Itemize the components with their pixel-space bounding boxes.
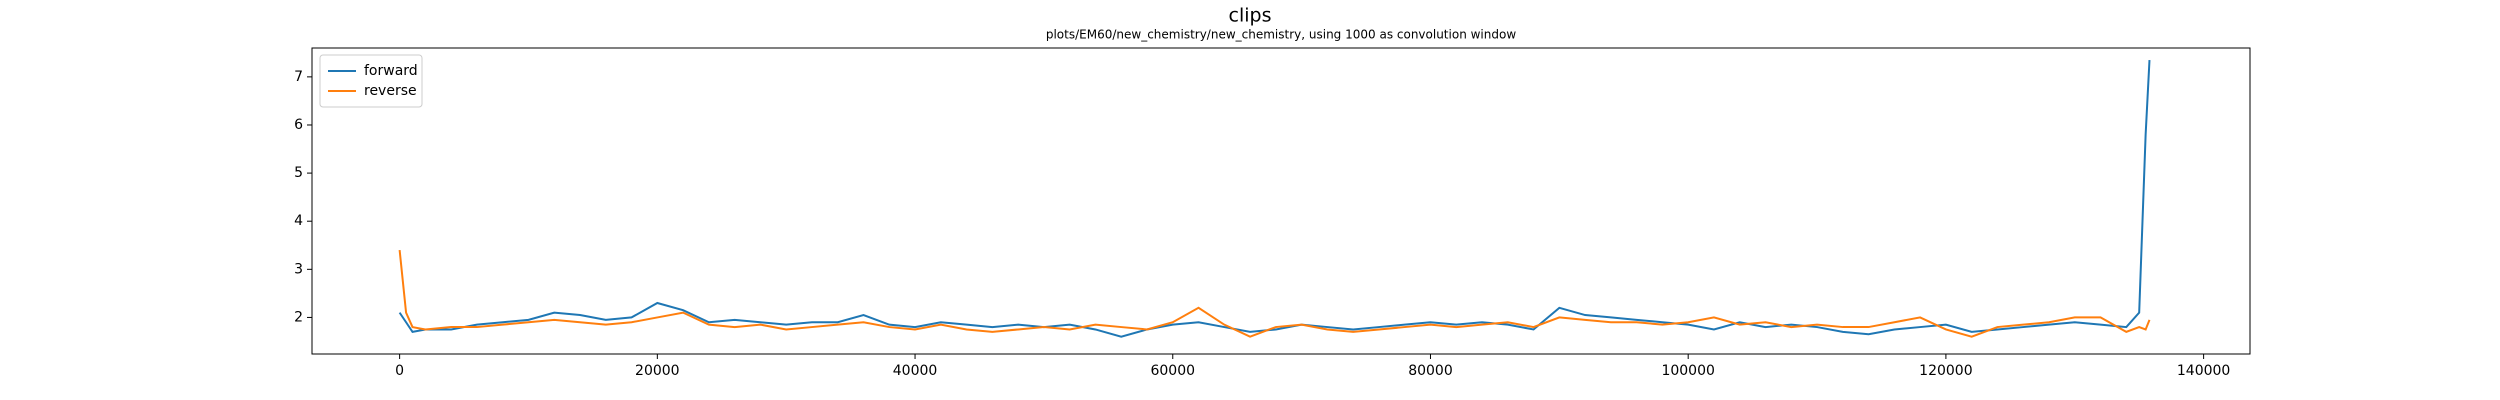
x-tick-label: 120000 (1919, 363, 1972, 379)
y-tick-label: 6 (294, 117, 303, 133)
y-tick-label: 5 (294, 165, 303, 181)
y-tick-label: 3 (294, 261, 303, 277)
x-tick-label: 140000 (2177, 363, 2230, 379)
x-tick-label: 20000 (635, 363, 680, 379)
chart-title: clips (1229, 5, 1272, 27)
series-line (398, 59, 2151, 338)
x-tick-label: 100000 (1661, 363, 1714, 379)
y-tick-label: 7 (294, 69, 303, 85)
legend-label: forward (364, 63, 418, 79)
y-tick-label: 2 (294, 309, 303, 325)
y-tick-label: 4 (294, 213, 303, 229)
x-tick-label: 0 (395, 363, 404, 379)
x-tick-label: 40000 (893, 363, 938, 379)
series-line (398, 249, 2151, 338)
legend-box (319, 54, 423, 108)
legend-label: reverse (364, 83, 417, 99)
x-tick-label: 60000 (1150, 363, 1195, 379)
plot-frame (311, 47, 2251, 355)
x-tick-label: 80000 (1408, 363, 1453, 379)
chart-subtitle: plots/EM60/new_chemistry/new_chemistry, … (1046, 28, 1516, 42)
